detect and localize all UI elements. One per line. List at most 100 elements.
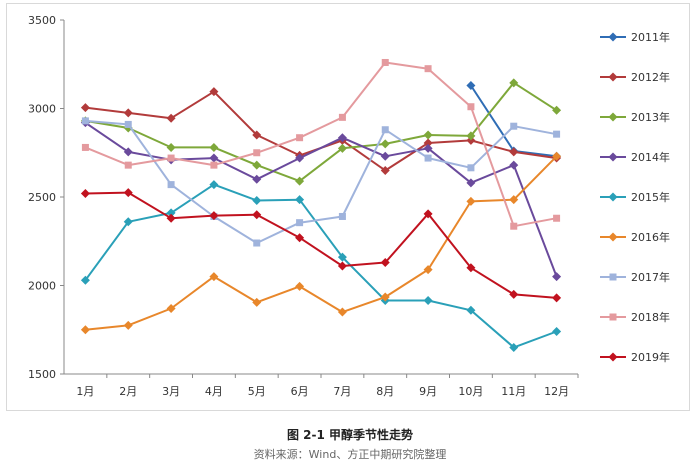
legend-marker	[608, 72, 618, 82]
y-tick-label: 2500	[28, 191, 56, 204]
data-point	[510, 222, 518, 230]
x-tick-label: 9月	[419, 385, 437, 398]
data-point	[466, 305, 476, 315]
data-point	[380, 257, 390, 267]
data-point	[166, 213, 176, 223]
y-tick-label: 1500	[28, 368, 56, 381]
data-point	[552, 327, 562, 337]
x-tick-label: 4月	[205, 385, 223, 398]
data-point	[381, 58, 389, 66]
data-point	[553, 130, 561, 138]
legend-label: 2013年	[631, 110, 670, 124]
series-line-2017年	[85, 119, 557, 244]
legend-label: 2016年	[631, 230, 670, 244]
data-point	[466, 131, 476, 141]
data-point	[552, 151, 562, 161]
legend-marker	[609, 273, 617, 281]
x-tick-label: 6月	[291, 385, 309, 398]
data-point	[509, 289, 519, 299]
legend-label: 2019年	[631, 350, 670, 364]
data-point	[295, 281, 305, 291]
x-tick-label: 11月	[501, 385, 526, 398]
data-point	[209, 272, 219, 282]
x-tick-label: 5月	[248, 385, 266, 398]
data-point	[424, 65, 432, 73]
y-tick-label: 3000	[28, 103, 56, 116]
data-point	[467, 164, 475, 172]
data-point	[124, 161, 132, 169]
data-point	[380, 165, 390, 175]
data-point	[252, 130, 262, 140]
data-point	[166, 304, 176, 314]
data-point	[295, 153, 305, 163]
data-point	[381, 126, 389, 134]
methanol-seasonal-chart: 1500 2000 2500 3000 3500 1月 2月 3月 4月 5月 6月 7月 8月 9月 10…	[28, 14, 670, 398]
x-tick-label: 2月	[119, 385, 137, 398]
data-point	[80, 275, 90, 285]
data-point	[509, 342, 519, 352]
data-point	[338, 113, 346, 121]
data-point	[423, 296, 433, 306]
data-point	[337, 133, 347, 143]
x-tick-label: 10月	[458, 385, 483, 398]
x-tick-label: 3月	[162, 385, 180, 398]
series-line-2012年	[85, 90, 557, 172]
data-point	[509, 195, 519, 205]
data-point	[123, 217, 133, 227]
data-point	[252, 160, 262, 170]
figure-caption: 图 2-1 甲醇季节性走势	[286, 428, 414, 442]
data-point	[423, 209, 433, 219]
data-point	[380, 151, 390, 161]
data-point	[81, 143, 89, 151]
data-point	[509, 147, 519, 157]
data-point	[296, 134, 304, 142]
legend-label: 2012年	[631, 70, 670, 84]
data-point	[295, 176, 305, 186]
data-point	[380, 139, 390, 149]
data-point	[166, 208, 176, 218]
data-point	[253, 239, 261, 247]
data-point	[123, 320, 133, 330]
data-point	[210, 161, 218, 169]
data-point	[209, 180, 219, 190]
x-tick-label: 12月	[544, 385, 569, 398]
data-point	[509, 78, 519, 88]
x-tick-label: 1月	[76, 385, 94, 398]
data-point	[296, 219, 304, 227]
data-point	[337, 143, 347, 153]
data-point	[80, 188, 90, 198]
data-point	[509, 160, 519, 170]
data-point	[466, 263, 476, 273]
data-point	[295, 195, 305, 205]
x-tick-label: 8月	[376, 385, 394, 398]
legend-label: 2018年	[631, 310, 670, 324]
legend-marker	[608, 32, 618, 42]
data-point	[423, 143, 433, 153]
data-point	[167, 181, 175, 189]
data-point	[209, 153, 219, 163]
legend-marker	[608, 352, 618, 362]
legend-marker	[608, 152, 618, 162]
data-point	[423, 138, 433, 148]
series-line-2019年	[85, 191, 557, 299]
data-point	[552, 272, 562, 282]
data-point	[166, 142, 176, 152]
data-point	[553, 214, 561, 222]
data-point	[252, 297, 262, 307]
x-tick-label: 7月	[333, 385, 351, 398]
data-point	[253, 149, 261, 157]
data-point	[123, 108, 133, 118]
data-point	[295, 233, 305, 243]
data-point	[80, 325, 90, 335]
data-point	[252, 174, 262, 184]
data-point	[81, 117, 89, 125]
data-point	[423, 265, 433, 275]
data-point	[209, 211, 219, 221]
data-point	[124, 120, 132, 128]
data-point	[337, 261, 347, 271]
data-point	[337, 307, 347, 317]
legend-label: 2014年	[631, 150, 670, 164]
data-point	[123, 188, 133, 198]
data-point	[167, 154, 175, 162]
data-point	[252, 196, 262, 206]
